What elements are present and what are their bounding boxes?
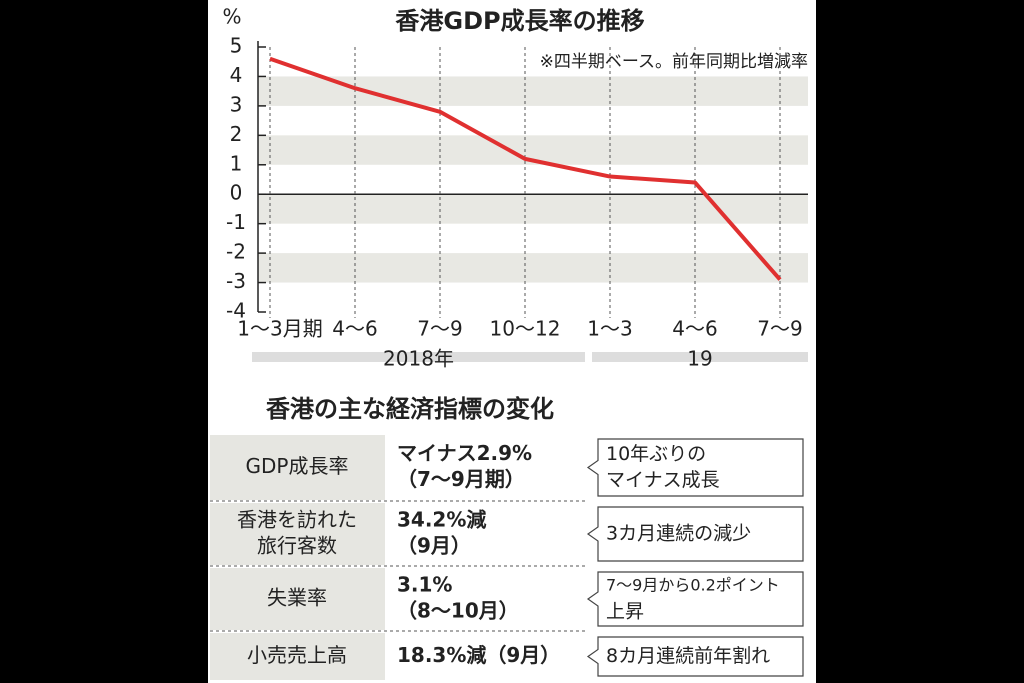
y-tick-label: 1 (230, 151, 243, 175)
label-text: 旅行客数 (257, 534, 337, 558)
grid-band (258, 76, 808, 106)
x-tick-label: 1〜3 (587, 317, 632, 341)
unit: % (222, 5, 241, 29)
y-tick-label: 2 (230, 122, 243, 146)
note-text: マイナス成長 (606, 469, 720, 491)
label-cell (210, 568, 385, 630)
label-cell (210, 503, 385, 565)
value-text: （9月） (397, 534, 471, 558)
label-cell (210, 435, 385, 500)
note-box (586, 506, 804, 562)
y-tick-label: -4 (226, 299, 246, 323)
x-tick-label: 4〜6 (332, 317, 377, 341)
label-text: 香港を訪れた (237, 508, 357, 532)
y-tick-label: -2 (226, 240, 246, 264)
value-text: 34.2%減 (397, 508, 486, 532)
value-text: 3.1% (397, 573, 452, 597)
note-box (586, 571, 804, 627)
data-line (269, 56, 782, 281)
note-text: 3カ月連続の減少 (606, 523, 751, 545)
value-text: 18.3%減（9月） (397, 643, 560, 667)
label-text: GDP成長率 (246, 454, 349, 478)
note-box (586, 636, 804, 677)
y-tick-label: -1 (226, 210, 246, 234)
y-tick-label: 5 (230, 34, 243, 58)
chart-title: 香港GDP成長率の推移 (395, 7, 644, 35)
table-title: 香港の主な経済指標の変化 (266, 395, 554, 423)
x-tick-label: 7〜9 (417, 317, 462, 341)
x-tick-label: 4〜6 (672, 317, 717, 341)
note-text: 8カ月連続前年割れ (606, 645, 770, 667)
x-tick-label: 1〜3月期 (237, 317, 322, 341)
grid-band (258, 253, 808, 283)
note-text: 10年ぶりの (606, 443, 706, 465)
group-bar (252, 352, 585, 362)
value-text: （7〜9月期） (397, 467, 525, 491)
x-tick-label: 10〜12 (490, 317, 561, 341)
note-text: 7〜9月から0.2ポイント (606, 576, 780, 595)
note-text: 上昇 (606, 601, 644, 623)
y-tick-label: 3 (230, 92, 243, 116)
group-label: 19 (687, 347, 712, 371)
label-text: 小売売上高 (247, 643, 347, 667)
note-box (586, 438, 804, 497)
y-tick-label: -3 (226, 269, 246, 293)
group-bar (592, 352, 808, 362)
label-cell (210, 633, 385, 680)
value-text: （8〜10月） (397, 599, 519, 623)
value-text: マイナス2.9% (397, 441, 532, 465)
y-tick-label: 0 (230, 181, 243, 205)
x-tick-label: 7〜9 (757, 317, 802, 341)
y-tick-label: 4 (230, 63, 243, 87)
group-label: 2018年 (383, 347, 454, 371)
chart-note: ※四半期ベース。前年同期比増減率 (540, 52, 808, 72)
label-text: 失業率 (267, 586, 327, 610)
